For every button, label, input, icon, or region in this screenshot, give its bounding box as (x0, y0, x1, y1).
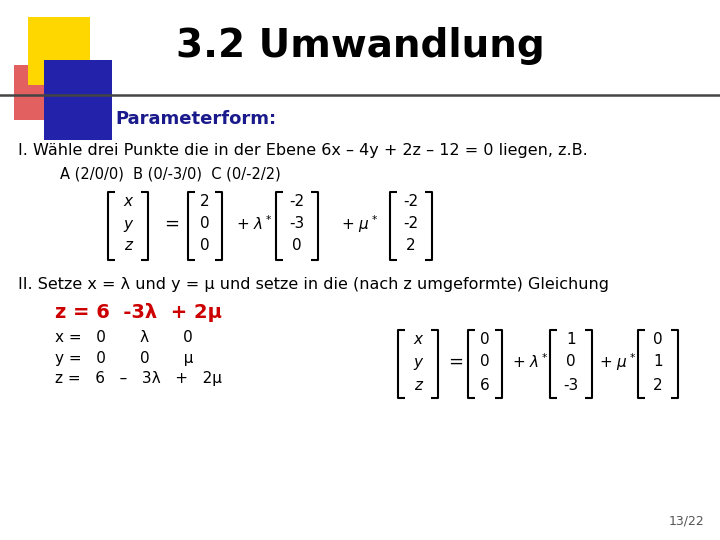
Text: 0: 0 (200, 239, 210, 253)
Text: I. Wähle drei Punkte die in der Ebene 6x – 4y + 2z – 12 = 0 liegen, z.B.: I. Wähle drei Punkte die in der Ebene 6x… (18, 143, 588, 158)
Text: + $\mu^*$: + $\mu^*$ (341, 213, 379, 235)
Text: x =   0       λ       0: x = 0 λ 0 (55, 329, 193, 345)
Text: 3.2 Umwandlung: 3.2 Umwandlung (176, 27, 544, 65)
Text: -2: -2 (403, 194, 418, 210)
Text: II. Setze x = λ und y = μ und setze in die (nach z umgeformte) Gleichung: II. Setze x = λ und y = μ und setze in d… (18, 278, 609, 293)
Text: =: = (449, 353, 464, 371)
Text: -3: -3 (289, 217, 305, 232)
Text: y: y (124, 217, 132, 232)
Text: -3: -3 (563, 377, 579, 393)
Text: x: x (413, 333, 423, 348)
Text: Parameterform:: Parameterform: (115, 110, 276, 128)
Text: z: z (124, 239, 132, 253)
Text: 2: 2 (200, 194, 210, 210)
Text: 2: 2 (406, 239, 416, 253)
Text: 1: 1 (653, 354, 663, 369)
Bar (44, 60, 112, 140)
Text: x: x (124, 194, 132, 210)
Text: 2: 2 (653, 377, 663, 393)
Text: 0: 0 (653, 333, 663, 348)
Text: z = 6  -3λ  + 2μ: z = 6 -3λ + 2μ (55, 302, 222, 321)
Text: 0: 0 (480, 354, 490, 369)
Text: 0: 0 (200, 217, 210, 232)
Text: y =   0       0       μ: y = 0 0 μ (55, 350, 194, 366)
Text: -2: -2 (403, 217, 418, 232)
Text: 1: 1 (566, 333, 576, 348)
Text: + $\lambda^*$: + $\lambda^*$ (235, 214, 272, 233)
Text: y: y (413, 354, 423, 369)
Text: + $\mu^*$: + $\mu^*$ (600, 351, 636, 373)
Text: z: z (414, 377, 422, 393)
Text: 0: 0 (566, 354, 576, 369)
Bar (14, 65, 69, 120)
Text: -2: -2 (289, 194, 305, 210)
Text: z =   6   –   3λ   +   2μ: z = 6 – 3λ + 2μ (55, 372, 222, 387)
Text: 6: 6 (480, 377, 490, 393)
Text: =: = (164, 215, 179, 233)
Text: 0: 0 (292, 239, 302, 253)
Text: 13/22: 13/22 (668, 515, 704, 528)
Bar (28, 17, 90, 85)
Text: A (2/0/0)  B (0/-3/0)  C (0/-2/2): A (2/0/0) B (0/-3/0) C (0/-2/2) (60, 166, 281, 181)
Text: 0: 0 (480, 333, 490, 348)
Text: + $\lambda^*$: + $\lambda^*$ (511, 353, 549, 372)
